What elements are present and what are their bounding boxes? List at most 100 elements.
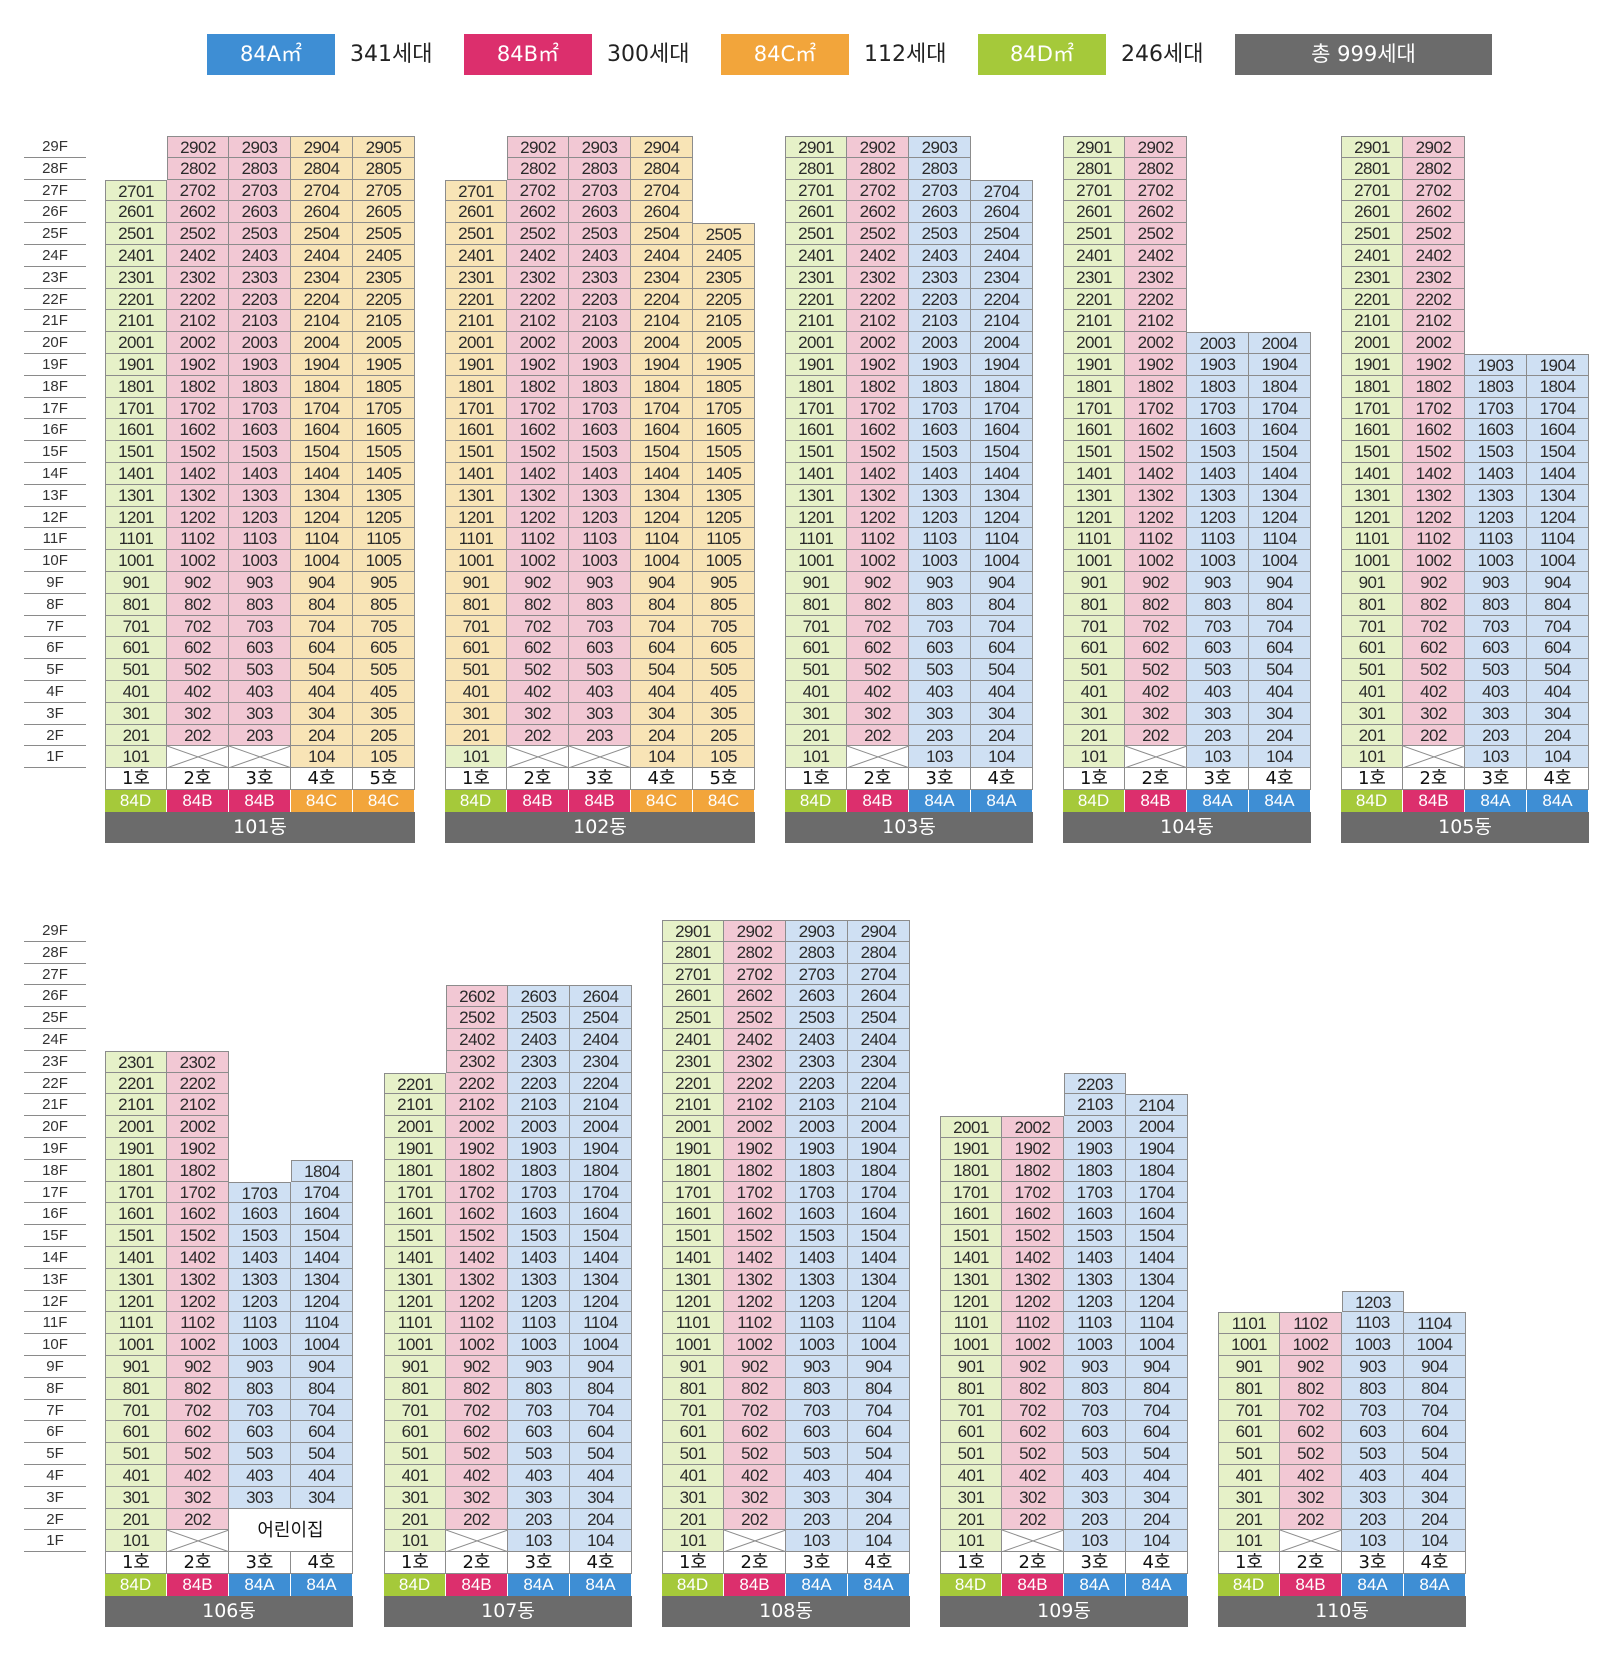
unit-cell: 2101 [445, 310, 507, 333]
unit-cell: 2904 [291, 136, 353, 158]
unit-cell: 401 [1218, 1465, 1280, 1487]
unit-cell: 504 [1527, 659, 1589, 681]
type-label: 84A [1126, 1574, 1188, 1596]
unit-cell: 501 [445, 659, 507, 681]
unit-cell: 2302 [167, 266, 229, 289]
unit-cell: 2502 [847, 223, 909, 245]
unit-cell: 303 [786, 1486, 848, 1509]
unit-cell: 902 [1280, 1356, 1342, 1378]
unit-cell: 1902 [724, 1138, 786, 1160]
unit-cell: 1804 [1249, 375, 1311, 398]
type-label: 84D [384, 1574, 446, 1596]
unit-cell: 2504 [848, 1007, 910, 1029]
unit-cell: 405 [353, 681, 415, 703]
unit-cell: 602 [167, 637, 229, 660]
type-label: 84A [1465, 790, 1527, 812]
legend-chip-84a: 84A㎡ [207, 34, 335, 75]
unit-cell: 2002 [847, 332, 909, 354]
floor-label: 3F [24, 1487, 86, 1509]
unit-cell: 1504 [631, 441, 693, 463]
unit-cell: 901 [105, 1356, 167, 1378]
unit-cell: 1102 [1125, 528, 1187, 551]
type-label: 84D [662, 1574, 724, 1596]
unit-cell: 404 [1404, 1465, 1466, 1487]
floor-label: 16F [24, 1203, 86, 1226]
unit-cell: 703 [229, 615, 291, 638]
ho-label: 1호 [1341, 768, 1403, 790]
unit-cell: 1101 [1063, 528, 1125, 551]
unit-cell: 1802 [1403, 375, 1465, 398]
unit-cell: 402 [507, 681, 569, 703]
unit-cell: 1901 [785, 354, 847, 376]
unit-cell: 603 [508, 1421, 570, 1444]
unit-cell: 601 [1063, 637, 1125, 660]
unit-cell: 1703 [508, 1181, 570, 1204]
unit-cell: 504 [1404, 1443, 1466, 1465]
unit-cell: 2701 [785, 179, 847, 202]
unit-cell: 1105 [353, 528, 415, 551]
unit-cell: 1203 [786, 1290, 848, 1313]
unit-cell: 1602 [724, 1203, 786, 1226]
unit-cell: 205 [353, 724, 415, 747]
unit-cell: 2905 [353, 136, 415, 158]
unit-cell: 1802 [724, 1159, 786, 1182]
unit-cell: 1704 [848, 1181, 910, 1204]
unit-cell: 704 [1404, 1399, 1466, 1422]
unit-cell: 2201 [384, 1072, 446, 1095]
building-name: 109동 [940, 1595, 1188, 1628]
empty-unit [1280, 1530, 1342, 1553]
floor-label: 23F [24, 1051, 86, 1073]
unit-cell: 1104 [291, 1312, 353, 1335]
unit-cell: 2304 [631, 266, 693, 289]
unit-cell: 1301 [1063, 484, 1125, 507]
unit-cell: 1001 [940, 1334, 1002, 1356]
unit-cell: 2001 [105, 1116, 167, 1138]
unit-cell: 501 [1063, 659, 1125, 681]
unit-cell: 1203 [229, 506, 291, 529]
unit-cell: 2002 [507, 332, 569, 354]
unit-cell: 303 [1342, 1486, 1404, 1509]
unit-cell: 603 [1465, 637, 1527, 660]
unit-cell: 504 [570, 1443, 632, 1465]
unit-cell: 1904 [291, 354, 353, 376]
unit-cell: 1404 [291, 1247, 353, 1269]
unit-cell: 1203 [569, 506, 631, 529]
unit-cell: 1302 [1125, 484, 1187, 507]
unit-cell: 1504 [570, 1225, 632, 1247]
unit-cell: 1304 [570, 1268, 632, 1291]
unit-cell: 1502 [446, 1225, 508, 1247]
empty-unit [446, 1530, 508, 1553]
unit-cell: 2802 [847, 157, 909, 180]
unit-cell: 1701 [445, 397, 507, 420]
unit-cell: 104 [848, 1530, 910, 1553]
floor-label: 21F [24, 1094, 86, 1117]
unit-cell: 601 [384, 1421, 446, 1444]
unit-cell: 2003 [569, 332, 631, 354]
unit-cell: 2202 [167, 288, 229, 311]
unit-cell: 2104 [570, 1094, 632, 1117]
unit-cell: 1101 [785, 528, 847, 551]
unit-cell: 2104 [848, 1094, 910, 1117]
unit-cell: 904 [291, 572, 353, 594]
unit-cell: 701 [662, 1399, 724, 1422]
unit-cell: 1605 [693, 419, 755, 442]
unit-cell: 805 [353, 593, 415, 616]
floor-label: 1F [24, 746, 86, 769]
unit-cell: 702 [167, 615, 229, 638]
unit-cell: 105 [353, 746, 415, 769]
unit-cell: 401 [662, 1465, 724, 1487]
unit-cell: 201 [1218, 1508, 1280, 1531]
unit-cell: 704 [1126, 1399, 1188, 1422]
unit-cell: 1001 [445, 550, 507, 572]
unit-cell: 105 [693, 746, 755, 769]
unit-cell: 1102 [507, 528, 569, 551]
type-label: 84D [105, 790, 167, 812]
unit-cell: 2603 [909, 201, 971, 224]
unit-cell: 401 [1341, 681, 1403, 703]
unit-cell: 1501 [445, 441, 507, 463]
floor-label: 13F [24, 485, 86, 507]
ho-label: 5호 [693, 768, 755, 790]
floor-label: 18F [24, 1160, 86, 1182]
ho-label: 3호 [786, 1552, 848, 1574]
unit-cell: 602 [446, 1421, 508, 1444]
